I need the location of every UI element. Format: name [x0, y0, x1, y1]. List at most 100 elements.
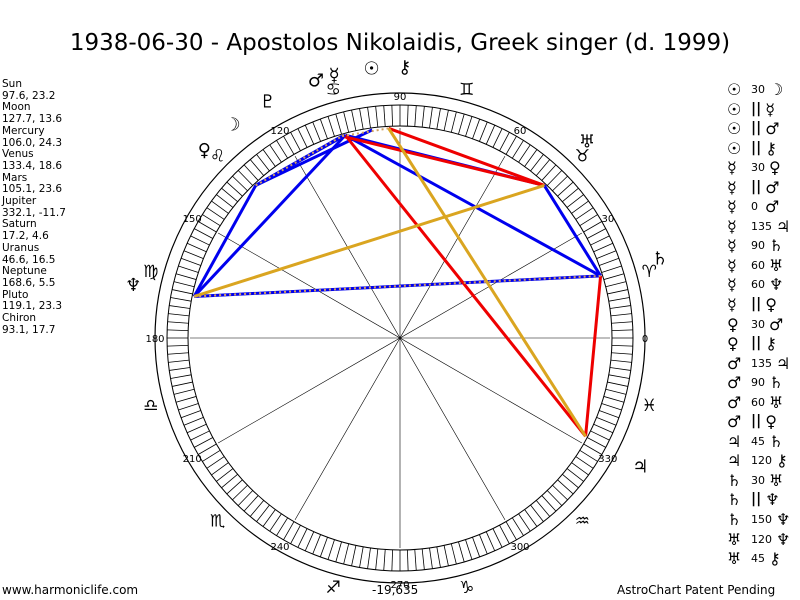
aspect-planet-1-icon: ♂ — [727, 392, 742, 412]
degree-tick — [173, 388, 195, 395]
aspect-angle: || — [751, 335, 762, 352]
degree-tick — [485, 531, 496, 552]
aspect-planet-2-icon: ♃ — [776, 216, 791, 236]
aspect-line — [388, 126, 545, 187]
aspect-planet-1-icon: ☿ — [727, 158, 737, 178]
degree-label: 240 — [270, 542, 289, 553]
degree-tick — [170, 374, 192, 379]
aspect-planet-1-icon: ♄ — [727, 510, 742, 530]
planet-values-neptune: 168.6, 5.5 — [2, 276, 56, 289]
aspect-planet-1-icon: ☉ — [727, 119, 742, 139]
aspect-planet-2-icon: ⚷ — [765, 138, 777, 158]
planet-glyph-neptune-icon: ♆ — [125, 275, 141, 296]
aspect-row: ☉ || ☿ — [727, 100, 790, 120]
aspect-planet-1-icon: ♄ — [727, 470, 742, 490]
degree-tick — [343, 543, 350, 565]
footer-number: -19,635 — [372, 583, 419, 597]
degree-tick — [269, 144, 282, 163]
aspect-angle: || — [751, 139, 762, 156]
aspect-line — [194, 274, 601, 298]
degree-tick — [175, 396, 197, 403]
degree-tick — [198, 221, 217, 233]
planet-name-pluto: Pluto — [2, 288, 29, 301]
degree-tick — [450, 111, 457, 133]
degree-tick — [276, 140, 288, 159]
chart-title: 1938-06-30 - Apostolos Nikolaidis, Greek… — [69, 30, 731, 56]
degree-label: 120 — [270, 126, 289, 137]
aspect-planet-1-icon: ☿ — [727, 216, 737, 236]
degree-tick — [276, 517, 288, 536]
aspect-planet-2-icon: ♅ — [769, 255, 784, 275]
degree-tick — [530, 154, 544, 172]
degree-tick — [546, 170, 563, 186]
degree-tick — [421, 106, 425, 128]
zodiac-sign-icon: ♒ — [575, 511, 590, 531]
degree-tick — [458, 113, 465, 135]
patent-footer: AstroChart Patent Pending — [617, 583, 776, 597]
aspect-line — [193, 183, 545, 298]
planet-name-venus: Venus — [2, 148, 34, 161]
website-footer: www.harmoniclife.com — [2, 583, 139, 597]
aspect-planet-1-icon: ☿ — [727, 295, 737, 315]
degree-tick — [450, 543, 457, 565]
degree-tick — [175, 273, 197, 280]
aspect-planet-1-icon: ☿ — [727, 197, 737, 217]
degree-tick — [383, 105, 386, 127]
planet-glyph-pluto-icon: ♇ — [260, 91, 276, 112]
degree-tick — [603, 273, 625, 280]
degree-tick — [269, 513, 282, 532]
aspect-planet-2-icon: ♂ — [769, 314, 784, 334]
degree-tick — [566, 194, 584, 208]
aspect-list: ☉ 30 ☽ ☉ || ☿ ☉ || ♂ ☉ || ⚷ ☿ 30 ♀ ☿ || ♂ ☿ 0 ♂ ☿ 135 ♃ ☿ 90 ♄ ☿ 60 ♅… — [727, 80, 790, 569]
aspect-angle: 60 — [751, 395, 765, 409]
aspect-planet-2-icon: ♀ — [765, 295, 777, 315]
degree-tick — [530, 504, 544, 522]
aspect-line — [543, 184, 602, 277]
degree-tick — [290, 524, 301, 544]
planet-values-mercury: 106.0, 24.3 — [2, 136, 63, 149]
aspect-row: ☿ 60 ♆ — [727, 275, 790, 295]
planet-glyph-moon-icon: ☽ — [224, 115, 240, 136]
aspect-line — [193, 134, 347, 298]
degree-tick — [535, 500, 551, 517]
aspect-row: ♂ 90 ♄ — [727, 373, 790, 393]
aspect-planet-1-icon: ♀ — [727, 334, 739, 354]
aspect-planet-2-icon: ♀ — [765, 412, 777, 432]
aspect-row: ♅ 120 ♆ — [727, 530, 790, 550]
aspect-angle: 45 — [751, 434, 765, 448]
aspect-row: ♂ || ♀ — [727, 412, 790, 432]
aspect-row: ♀ 30 ♂ — [727, 315, 790, 335]
aspect-planet-2-icon: ♆ — [776, 510, 791, 530]
planet-name-sun: Sun — [2, 78, 22, 90]
zodiac-sign-icon: ♎ — [143, 396, 158, 416]
degree-tick — [596, 417, 617, 426]
degree-tick — [167, 321, 189, 324]
degree-tick — [465, 539, 473, 560]
degree-tick — [611, 321, 633, 324]
degree-tick — [168, 359, 190, 363]
degree-tick — [524, 149, 538, 167]
degree-tick — [492, 528, 503, 548]
outer-ring — [154, 92, 646, 584]
degree-tick — [566, 468, 584, 482]
degree-tick — [601, 403, 622, 411]
degree-label: 180 — [145, 334, 164, 345]
planet-positions-list: Sun 97.6, 23.2 Moon 127.7, 13.6 Mercury 106.0… — [2, 78, 66, 336]
degree-tick — [249, 159, 265, 176]
degree-label: 150 — [183, 214, 202, 225]
degree-tick — [593, 423, 614, 434]
degree-tick — [343, 111, 350, 133]
degree-tick — [327, 539, 335, 560]
planet-glyph-venus-icon: ♀ — [198, 140, 211, 161]
planet-values-moon: 127.7, 13.6 — [2, 113, 63, 126]
degree-tick — [541, 164, 557, 181]
aspect-row: ☿ || ♂ — [727, 178, 790, 198]
degree-tick — [590, 235, 610, 246]
aspect-planet-2-icon: ☿ — [765, 99, 776, 119]
degree-label: 60 — [514, 126, 527, 137]
degree-tick — [194, 437, 214, 448]
aspect-planet-2-icon: ♆ — [769, 275, 784, 295]
degree-tick — [167, 344, 189, 347]
degree-tick — [190, 235, 210, 246]
planet-glyph-chiron-icon: ⚷ — [398, 57, 411, 78]
